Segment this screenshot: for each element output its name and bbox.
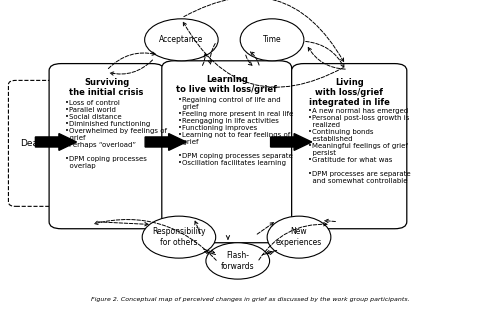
FancyBboxPatch shape [49,63,164,229]
Ellipse shape [142,216,216,258]
Text: Flash-
forwards: Flash- forwards [221,251,254,271]
Ellipse shape [144,19,218,61]
Text: •Loss of control
•Parallel world
•Social distance
•Diminished functioning
•Overw: •Loss of control •Parallel world •Social… [66,100,168,169]
Text: Death: Death [20,139,47,148]
Polygon shape [36,134,76,151]
Text: •A new normal has emerged
•Personal post-loss growth is
  realized
•Continuing b: •A new normal has emerged •Personal post… [308,108,410,184]
Text: •Regaining control of life and
  grief
•Feeling more present in real life
•Reeng: •Regaining control of life and grief •Fe… [178,97,293,166]
FancyBboxPatch shape [8,81,58,207]
FancyBboxPatch shape [292,63,407,229]
Text: Responsibility
for others: Responsibility for others [152,227,206,247]
Text: Learning
to live with loss/grief: Learning to live with loss/grief [176,75,277,94]
Text: Living
with loss/grief
integrated in life: Living with loss/grief integrated in lif… [309,78,390,107]
Text: New
experiences: New experiences [276,227,322,247]
Ellipse shape [267,216,331,258]
Text: Figure 2. Conceptual map of perceived changes in grief as discussed by the work : Figure 2. Conceptual map of perceived ch… [90,297,409,302]
Text: Time: Time [262,35,281,44]
Text: Surviving
the initial crisis: Surviving the initial crisis [70,78,144,97]
Ellipse shape [240,19,304,61]
Text: Acceptance: Acceptance [159,35,204,44]
FancyBboxPatch shape [162,61,292,243]
Polygon shape [270,134,312,151]
Polygon shape [145,134,186,151]
Ellipse shape [206,243,270,279]
